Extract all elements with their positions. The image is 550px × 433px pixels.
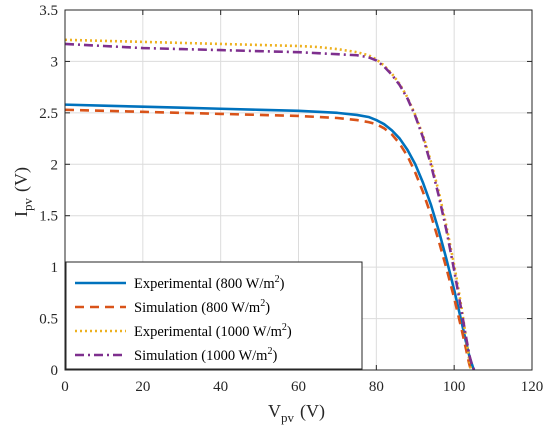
- x-tick-label: 120: [521, 379, 544, 395]
- y-tick-labels: 0 0.5 1 1.5 2 2.5 3 3.5: [39, 3, 58, 379]
- y-axis-label: Ipv (V): [11, 167, 35, 217]
- legend-label-end: ): [280, 276, 285, 292]
- legend-label-main: Simulation (800 W/m: [134, 300, 261, 316]
- legend-label-sup: 2: [267, 346, 272, 357]
- y-tick-label: 3.5: [39, 3, 58, 19]
- legend-box: [65, 261, 363, 370]
- legend-label-end: ): [265, 300, 270, 316]
- legend-label-end: ): [272, 348, 277, 364]
- legend-entries: Experimental (800 W/m2)Simulation (800 W…: [75, 274, 292, 364]
- y-tick-label: 1: [51, 260, 59, 276]
- legend-label-sup: 2: [260, 298, 265, 309]
- legend-label-end: ): [287, 324, 292, 340]
- legend-label-sup: 2: [275, 274, 280, 285]
- legend-label-sup: 2: [282, 322, 287, 333]
- series-line-3: [64, 38, 473, 371]
- x-tick-label: 80: [369, 379, 384, 395]
- legend-label-main: Experimental (1000 W/m: [134, 324, 283, 340]
- series-line-2: [64, 108, 473, 371]
- legend-label-1: Experimental (800 W/m2): [134, 274, 285, 292]
- x-axis-label-main: V: [268, 401, 281, 421]
- x-tick-label: 100: [443, 379, 466, 395]
- x-axis-label-sub: pv: [281, 410, 295, 425]
- x-tick-label: 60: [291, 379, 306, 395]
- legend-label-4: Simulation (1000 W/m2): [134, 346, 277, 364]
- y-axis-label-unit: (V): [11, 167, 32, 192]
- x-axis-label: Vpv (V): [268, 401, 325, 425]
- x-tick-labels: 0 20 40 60 80 100 120: [61, 379, 543, 395]
- x-tick-label: 0: [61, 379, 69, 395]
- y-tick-label: 0: [51, 363, 59, 379]
- legend-label-2: Simulation (800 W/m2): [134, 298, 270, 316]
- legend-label-3: Experimental (1000 W/m2): [134, 322, 292, 340]
- x-tick-label: 20: [135, 379, 150, 395]
- y-tick-label: 1.5: [39, 209, 58, 225]
- legend-label-main: Experimental (800 W/m: [134, 276, 275, 292]
- y-tick-label: 3: [51, 54, 59, 70]
- y-axis-label-sub: pv: [20, 198, 35, 212]
- x-axis-label-unit: (V): [300, 401, 325, 422]
- y-tick-label: 2.5: [39, 106, 58, 122]
- y-tick-label: 2: [51, 157, 59, 173]
- y-axis-label-main: I: [11, 211, 31, 217]
- legend: Experimental (800 W/m2)Simulation (800 W…: [65, 261, 363, 370]
- x-tick-label: 40: [213, 379, 228, 395]
- legend-label-main: Simulation (1000 W/m: [134, 348, 268, 364]
- series-line-1: [64, 103, 476, 371]
- y-tick-label: 0.5: [39, 312, 58, 328]
- series-lines: [64, 38, 476, 371]
